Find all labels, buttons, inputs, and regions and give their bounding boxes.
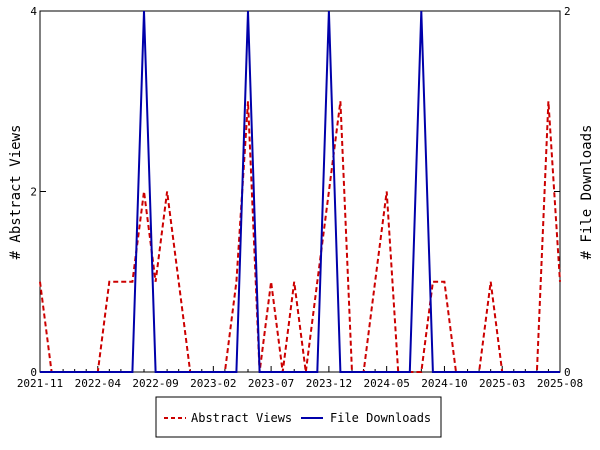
series-line-file-downloads: [40, 10, 560, 373]
legend-label-file-downloads: File Downloads: [330, 411, 431, 425]
legend: Abstract Views File Downloads: [155, 396, 442, 438]
y-right-tick-label: 0: [564, 366, 571, 379]
legend-box: [155, 396, 442, 438]
x-ticks: 2021-11 2022-04 2022-09 2023-02 2023-07 2023-…: [17, 366, 583, 390]
plot-area: [39, 10, 561, 373]
y-left-tick-label: 2: [30, 186, 37, 199]
y-left-tick-label: 4: [30, 5, 37, 18]
series-line-abstract-views: [39, 101, 561, 373]
x-tick-label: 2025-08: [537, 377, 583, 390]
x-tick-label: 2024-10: [421, 377, 467, 390]
x-tick-label: 2023-02: [190, 377, 236, 390]
x-tick-label: 2023-07: [248, 377, 294, 390]
x-tick-label: 2025-03: [479, 377, 525, 390]
y-axis-right-title: # File Downloads: [579, 125, 595, 260]
series-layer: [39, 10, 561, 373]
y-axis-left-title: # Abstract Views: [8, 125, 24, 260]
legend-label-abstract-views: Abstract Views: [191, 411, 292, 425]
y-right-tick-label: 2: [564, 5, 571, 18]
x-tick-label: 2021-11: [17, 377, 63, 390]
x-tick-label: 2024-05: [363, 377, 409, 390]
y-left-tick-label: 0: [30, 366, 37, 379]
x-tick-label: 2022-04: [75, 377, 122, 390]
x-tick-label: 2023-12: [306, 377, 352, 390]
x-tick-label: 2022-09: [132, 377, 178, 390]
